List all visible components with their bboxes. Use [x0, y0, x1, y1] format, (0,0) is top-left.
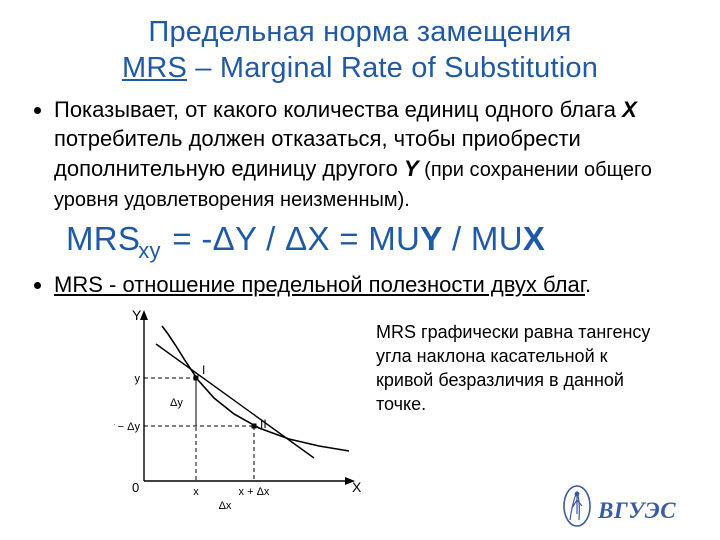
eq-part1: = -ΔY / ΔX = MU	[163, 220, 420, 257]
slide: Предельная норма замещения MRS – Margina…	[0, 0, 720, 540]
eq-mid: / MU	[443, 220, 523, 257]
title-sep: –	[187, 52, 220, 84]
label-dy: Δy	[170, 397, 183, 409]
tick-y: y	[135, 373, 141, 385]
axis-origin: 0	[132, 480, 139, 495]
eq-sub: xy	[138, 238, 161, 263]
label-point-i: I	[202, 363, 205, 377]
title-mrs: MRS	[122, 52, 187, 84]
b1-text-a: Показывает, от какого количества единиц …	[54, 97, 622, 122]
point-i	[194, 375, 199, 380]
label-point-ii: II	[260, 417, 267, 431]
title-line1: Предельная норма замещения	[148, 16, 571, 48]
axis-y-label: Y	[132, 307, 142, 323]
b1-y: Y	[404, 156, 419, 181]
logo-emblem	[562, 484, 592, 528]
bullet-2: MRS - отношение предельной полезности дв…	[54, 270, 694, 300]
b1-x: X	[622, 97, 637, 122]
eq-X: X	[523, 220, 545, 257]
bullet-list-2: MRS - отношение предельной полезности дв…	[26, 270, 694, 300]
indifference-curve	[162, 326, 349, 451]
label-dx: Δx	[219, 500, 232, 512]
chart-svg: Y X 0 y y − Δy x x + Δx Δy Δx I II	[114, 306, 364, 516]
axis-x-label: X	[352, 479, 362, 495]
bullet-1: Показывает, от какого количества единиц …	[54, 95, 694, 214]
eq-Y: Y	[420, 220, 442, 257]
title-line2: Marginal Rate of Substitution	[220, 52, 598, 84]
b2-dot: .	[585, 272, 591, 297]
point-ii	[252, 423, 257, 428]
tick-y-minus-dy: y − Δy	[114, 421, 140, 433]
indifference-chart: Y X 0 y y − Δy x x + Δx Δy Δx I II	[114, 306, 364, 516]
eq-mrs: MRS	[66, 220, 140, 257]
tick-x-plus-dx: x + Δx	[239, 486, 270, 498]
tick-x: x	[193, 486, 199, 498]
bullet-list: Показывает, от какого количества единиц …	[26, 95, 694, 214]
b2-text: MRS - отношение предельной полезности дв…	[54, 272, 585, 297]
logo-text: ВГУЭС	[598, 498, 676, 528]
equation: MRSxy = -ΔY / ΔX = MUY / MUX	[66, 220, 694, 264]
logo: ВГУЭС	[562, 482, 702, 528]
graph-note: MRS графически равна тангенсу угла накло…	[376, 320, 666, 417]
slide-title: Предельная норма замещения MRS – Margina…	[26, 14, 694, 87]
